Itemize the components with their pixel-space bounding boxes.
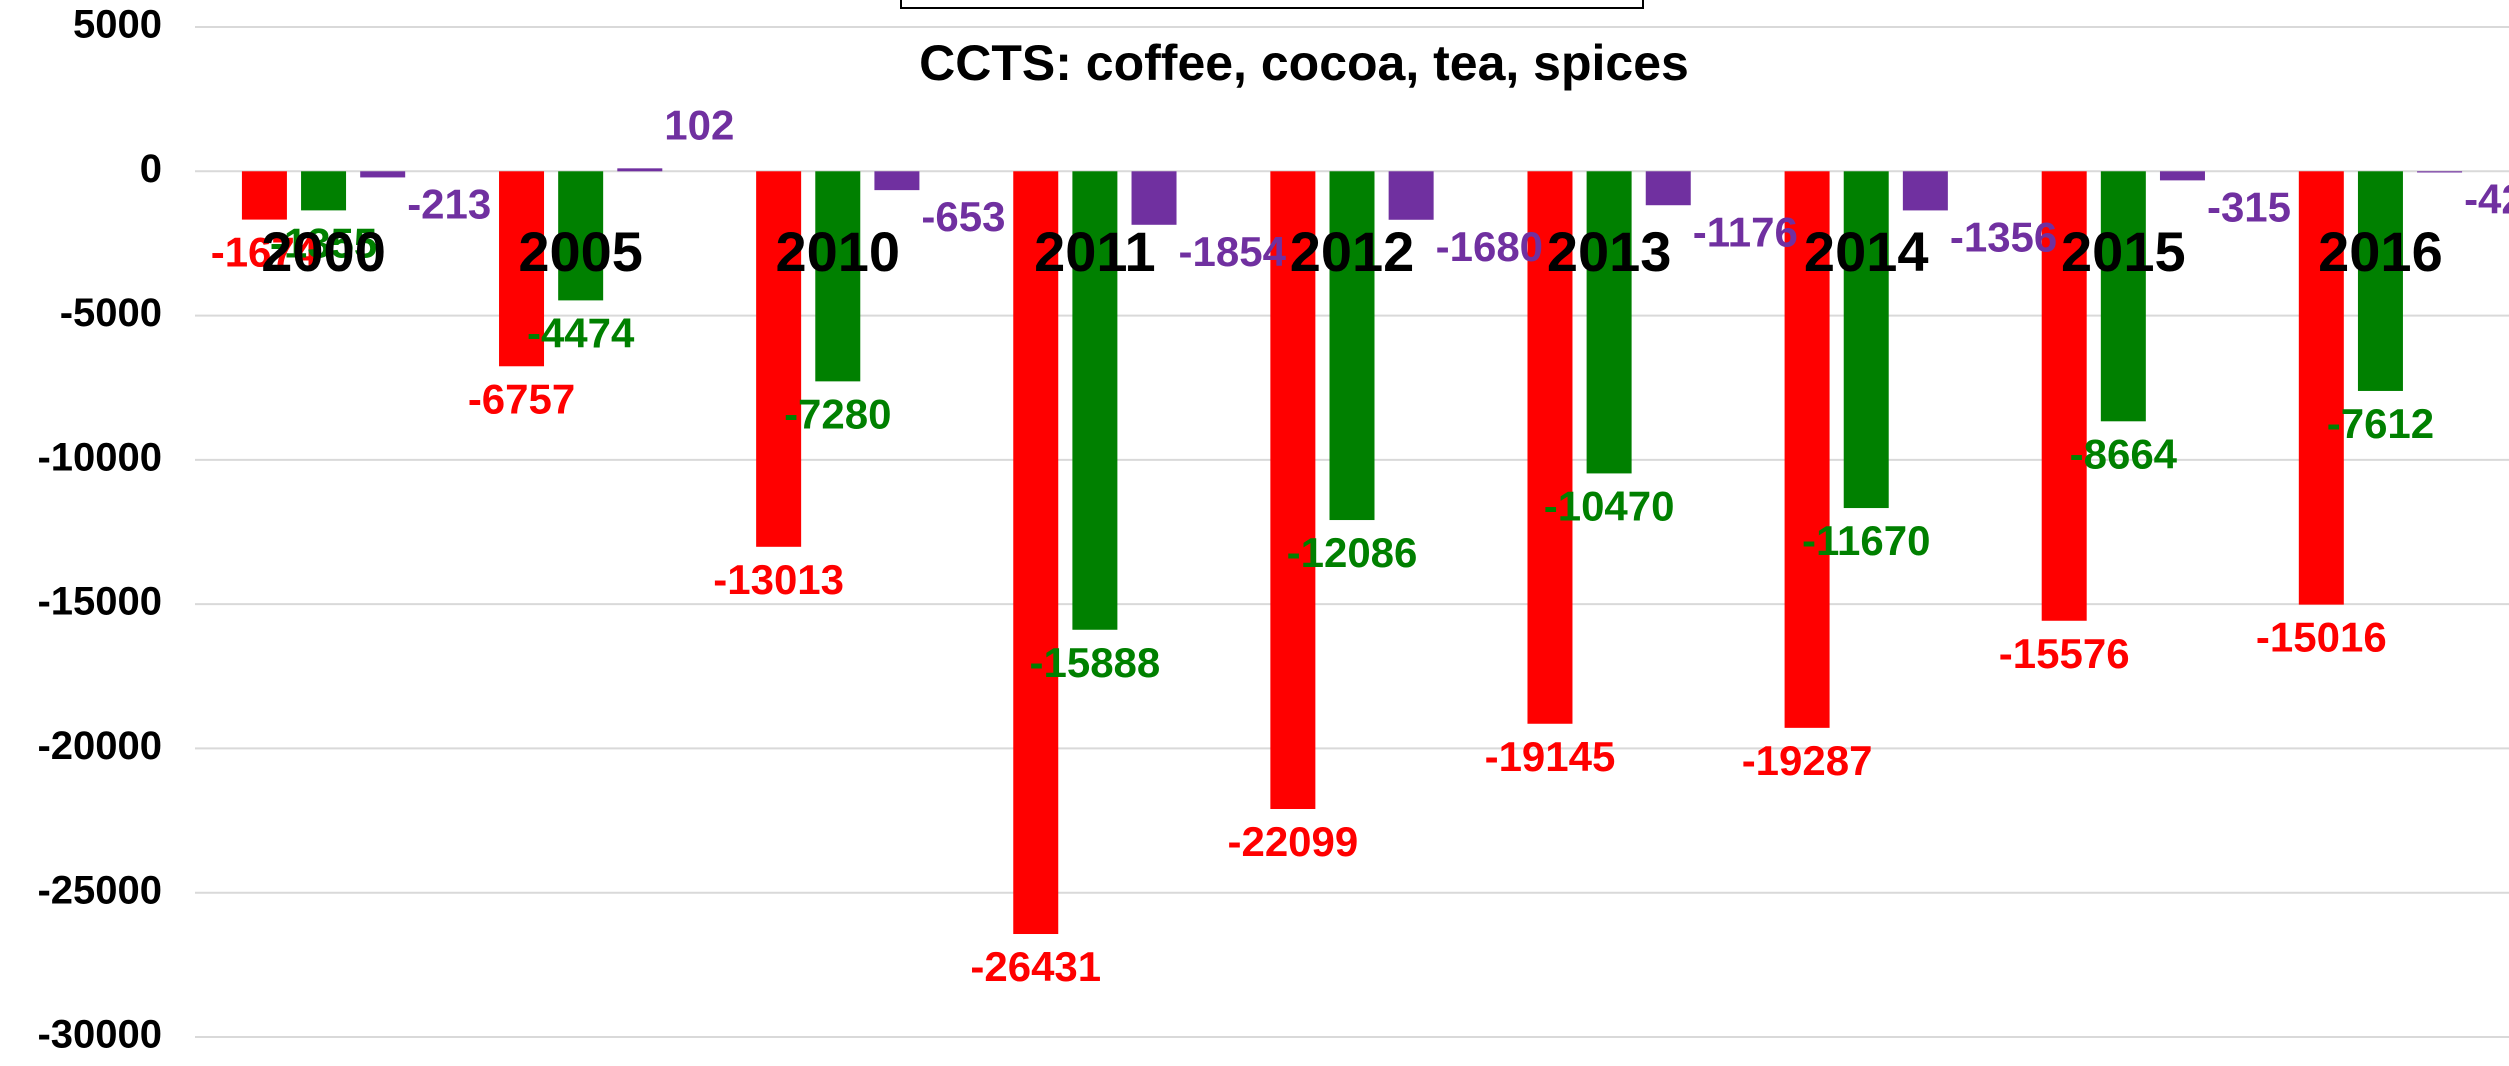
data-label: -11670 <box>1802 517 1930 564</box>
data-label: -19287 <box>1742 737 1873 784</box>
y-tick-label: -30000 <box>37 1013 162 1057</box>
data-label: -213 <box>407 181 491 228</box>
bar <box>558 171 604 301</box>
bar <box>815 171 861 382</box>
bar <box>1131 171 1177 225</box>
bar <box>1645 171 1691 206</box>
x-tick-label: 2005 <box>518 220 643 283</box>
y-tick-label: -5000 <box>60 291 162 335</box>
data-label: 102 <box>664 101 734 148</box>
bar <box>1527 171 1573 724</box>
y-tick-label: -15000 <box>37 580 162 624</box>
x-tick-label: 2010 <box>775 220 900 283</box>
data-label: -1674 <box>211 229 319 276</box>
bar <box>1902 171 1948 211</box>
bar <box>756 171 802 547</box>
data-label: -1356 <box>1950 214 2057 261</box>
bar <box>1013 171 1059 935</box>
chart-title: CCTS: coffee, cocoa, tea, spices <box>919 35 1689 91</box>
y-tick-label: 5000 <box>73 3 162 47</box>
data-label: -15888 <box>1029 639 1160 686</box>
x-tick-label: 2011 <box>1034 220 1156 283</box>
y-tick-label: -10000 <box>37 435 162 479</box>
data-label: -1355 <box>270 219 377 266</box>
bar <box>874 171 920 191</box>
data-label: -15576 <box>1999 630 2130 677</box>
data-label: -4474 <box>527 309 635 356</box>
data-label: -19145 <box>1485 733 1616 780</box>
data-label: -7612 <box>2327 400 2434 447</box>
data-label: -6757 <box>468 375 575 422</box>
x-tick-label: 2013 <box>1547 220 1672 283</box>
y-tick-label: 0 <box>140 147 162 191</box>
bar <box>241 171 287 220</box>
legend-box <box>900 0 1644 9</box>
bar <box>360 171 406 178</box>
bar <box>1784 171 1830 728</box>
data-label: -7280 <box>784 390 891 437</box>
data-label: -26431 <box>970 943 1101 990</box>
data-label: -10470 <box>1544 483 1675 530</box>
bar <box>2041 171 2087 621</box>
data-label: -1680 <box>1436 223 1543 270</box>
bar <box>2100 171 2146 422</box>
data-label: -8664 <box>2070 430 2178 477</box>
bar <box>301 171 347 211</box>
bar <box>617 168 663 172</box>
bar <box>1586 171 1632 474</box>
x-tick-label: 2012 <box>1290 220 1415 283</box>
bar <box>2298 171 2344 605</box>
data-label: -42 <box>2464 176 2509 223</box>
x-tick-label: 2000 <box>261 220 386 283</box>
bar <box>1388 171 1434 220</box>
x-tick-label: 2016 <box>2318 220 2443 283</box>
data-label: -12086 <box>1287 529 1418 576</box>
data-label: -1176 <box>1693 208 1798 255</box>
data-label: -13013 <box>713 556 844 603</box>
data-label: -315 <box>2207 183 2291 230</box>
x-tick-label: 2014 <box>1804 220 1929 283</box>
data-label: -22099 <box>1227 818 1358 865</box>
y-tick-label: -20000 <box>37 724 162 768</box>
bar <box>499 171 545 367</box>
x-tick-label: 2015 <box>2061 220 2186 283</box>
data-label: -1854 <box>1179 228 1287 275</box>
bar <box>1270 171 1316 809</box>
bar <box>2357 171 2403 391</box>
y-tick-label: -25000 <box>37 868 162 912</box>
bar <box>2159 171 2205 181</box>
bar <box>1072 171 1118 630</box>
bar <box>2417 171 2463 173</box>
data-label: -653 <box>921 193 1005 240</box>
bar <box>1329 171 1375 521</box>
bar <box>1843 171 1889 509</box>
data-label: -15016 <box>2256 614 2387 661</box>
